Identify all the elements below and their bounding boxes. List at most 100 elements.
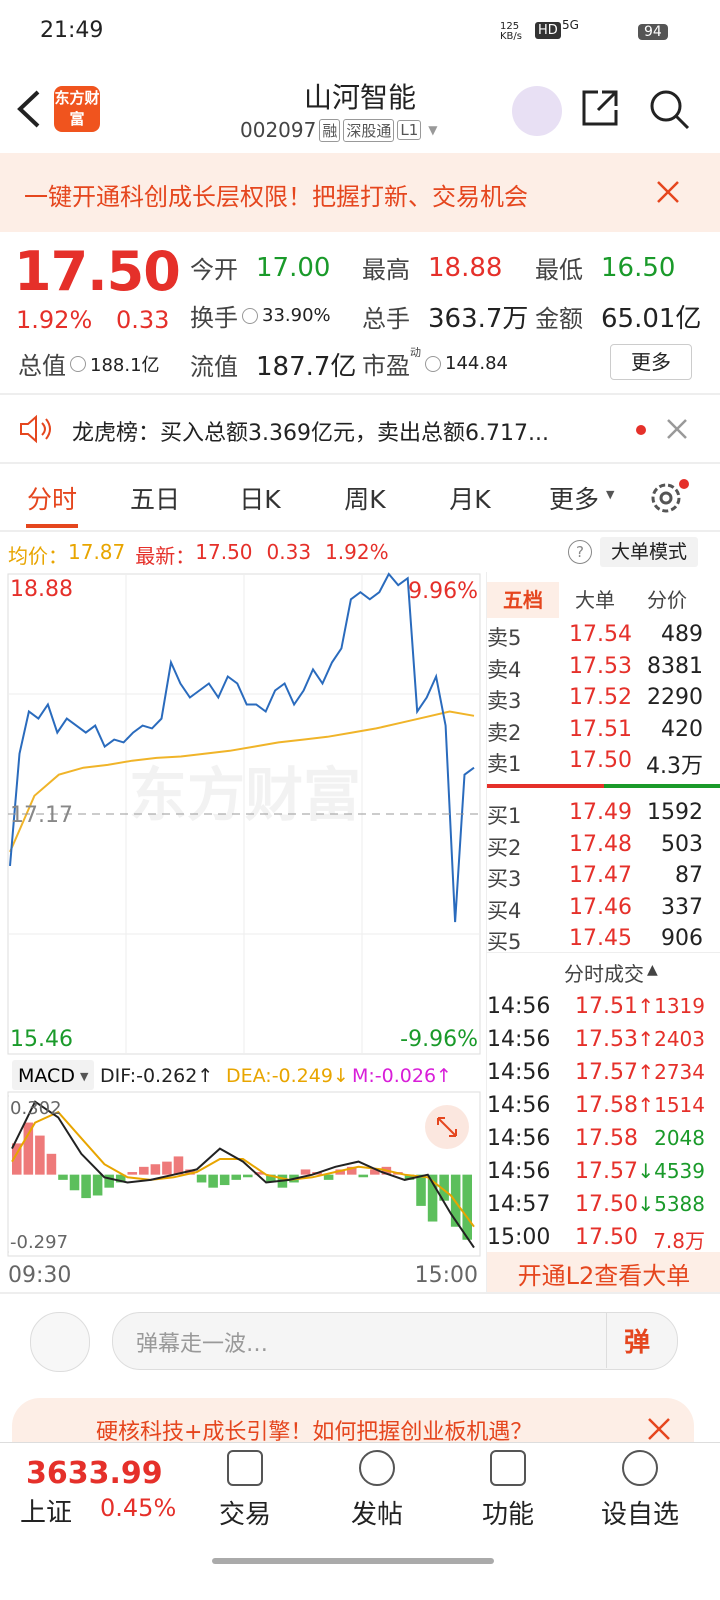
series-line	[9, 572, 475, 923]
book-level: 买2	[487, 835, 522, 860]
more-button[interactable]: 更多	[610, 344, 692, 380]
tab[interactable]: 更多	[548, 485, 599, 514]
tab[interactable]: 周K	[344, 485, 386, 514]
battery: 94	[638, 24, 668, 40]
field-label: 最高	[362, 256, 410, 284]
book-tab[interactable]: 大单	[575, 588, 615, 612]
nav-icon[interactable]	[622, 1450, 658, 1486]
divider	[0, 1292, 720, 1294]
book-level: 卖4	[487, 657, 522, 682]
latest-price: 17.50	[195, 540, 253, 564]
l2-ad-bg[interactable]	[487, 1252, 720, 1292]
dropdown-arrow[interactable]: ▼	[428, 123, 438, 137]
tab[interactable]: 月K	[449, 485, 491, 514]
trade-volume: ↑2403	[637, 1027, 705, 1051]
nav-icon[interactable]	[490, 1450, 526, 1486]
avg-label: 均价：	[8, 544, 68, 568]
book-tab[interactable]: 五档	[487, 582, 559, 618]
field-value: 187.7亿	[256, 352, 357, 382]
y-tick-label: -0.297	[10, 1232, 68, 1253]
app-logo[interactable]: 东方财富	[54, 86, 100, 132]
assistant-icon[interactable]	[512, 86, 562, 136]
quote-field: 总手 363.7万	[362, 298, 528, 335]
last-price: 17.50	[14, 240, 181, 303]
danmaku-settings[interactable]	[30, 1312, 90, 1372]
book-price: 17.52	[569, 685, 632, 710]
tab-indicator	[26, 524, 78, 528]
macd-legend: DIF:-0.262↑	[100, 1065, 213, 1087]
nav-icon[interactable]	[227, 1450, 263, 1486]
tab[interactable]: 分时	[26, 485, 77, 514]
trade-time: 14:56	[487, 1159, 551, 1184]
book-price: 17.47	[569, 863, 632, 888]
macd-bar	[139, 1166, 149, 1175]
divider	[0, 393, 720, 395]
l2-ad[interactable]: 开通L2查看大单	[517, 1262, 691, 1290]
share-icon[interactable]	[580, 88, 620, 128]
macd-bar	[427, 1174, 438, 1222]
notice-dot	[636, 425, 646, 435]
close-banner[interactable]	[656, 180, 680, 204]
settings-icon[interactable]	[648, 478, 690, 520]
series-line	[11, 1100, 475, 1249]
macd-bar	[335, 1169, 345, 1175]
latest-label: 最新：	[135, 544, 196, 568]
stock-name: 山河智能	[303, 81, 416, 114]
book-tab[interactable]: 分价	[647, 588, 687, 612]
change: 0.33	[116, 306, 170, 334]
index-name[interactable]: 上证	[20, 1498, 73, 1528]
ad-text[interactable]: 硬核科技+成长引擎！如何把握创业板机遇？	[96, 1420, 533, 1445]
index-value[interactable]: 3633.99	[26, 1456, 163, 1491]
tab[interactable]: 日K	[239, 485, 281, 514]
time: 21:49	[40, 18, 104, 43]
panel-divider	[487, 952, 720, 953]
notice-text[interactable]: 龙虎榜：买入总额3.369亿元，卖出总额6.717...	[72, 421, 549, 446]
nav-icon[interactable]	[359, 1450, 395, 1486]
trade-time: 14:56	[487, 994, 551, 1019]
macd-bar	[92, 1174, 103, 1196]
danmaku-button[interactable]: 弹	[624, 1328, 651, 1358]
help-icon[interactable]: ?	[568, 540, 592, 564]
speaker-icon	[20, 414, 51, 444]
trade-price: 17.53	[575, 1027, 638, 1052]
nav-item[interactable]: 设自选	[600, 1500, 679, 1530]
book-volume: 503	[661, 831, 703, 857]
y-tick-label: 18.88	[10, 577, 73, 602]
y-tick-label: 17.17	[10, 803, 73, 828]
comment-placeholder[interactable]: 弹幕走一波…	[136, 1332, 269, 1357]
quote-field: 最低 16.50	[535, 250, 675, 285]
search-icon[interactable]	[648, 88, 690, 130]
close-ad[interactable]	[646, 1416, 672, 1442]
close-notice[interactable]	[666, 418, 688, 440]
banner[interactable]	[0, 153, 720, 232]
divider	[606, 1313, 607, 1368]
macd-bar	[46, 1153, 57, 1175]
macd-bar	[208, 1174, 218, 1188]
macd-legend: M:-0.026↑	[352, 1065, 452, 1087]
macd-bar	[127, 1172, 138, 1175]
book-volume: 489	[661, 622, 703, 647]
nav-item[interactable]: 功能	[481, 1500, 534, 1530]
nav-item[interactable]: 发帖	[350, 1500, 403, 1530]
hd: HD	[535, 22, 561, 39]
y-tick-label: 0.302	[10, 1098, 62, 1119]
back-button[interactable]	[14, 88, 44, 130]
macd-bar	[104, 1174, 114, 1188]
nav-item[interactable]: 交易	[218, 1500, 271, 1530]
tab[interactable]: 五日	[129, 485, 180, 514]
index-pct[interactable]: 0.45%	[100, 1494, 177, 1522]
stock-code: 002097	[240, 118, 317, 142]
big-order-mode[interactable]: 大单模式	[600, 537, 698, 567]
trade-price: 17.58	[575, 1126, 638, 1151]
book-volume: 4.3万	[646, 754, 703, 779]
book-level: 卖1	[487, 752, 522, 776]
book-level: 卖2	[487, 720, 522, 745]
dropdown-arrow: ▼	[80, 1070, 89, 1083]
trade-time: 15:00	[487, 1225, 551, 1250]
trade-price: 17.57	[575, 1060, 638, 1085]
info-icon	[242, 307, 258, 324]
trades-title[interactable]: 分时成交	[564, 962, 644, 986]
banner-text[interactable]: 一键开通科创成长层权限！把握打新、交易机会	[24, 183, 528, 211]
macd-bar	[323, 1174, 334, 1180]
comment-input[interactable]	[112, 1312, 678, 1370]
